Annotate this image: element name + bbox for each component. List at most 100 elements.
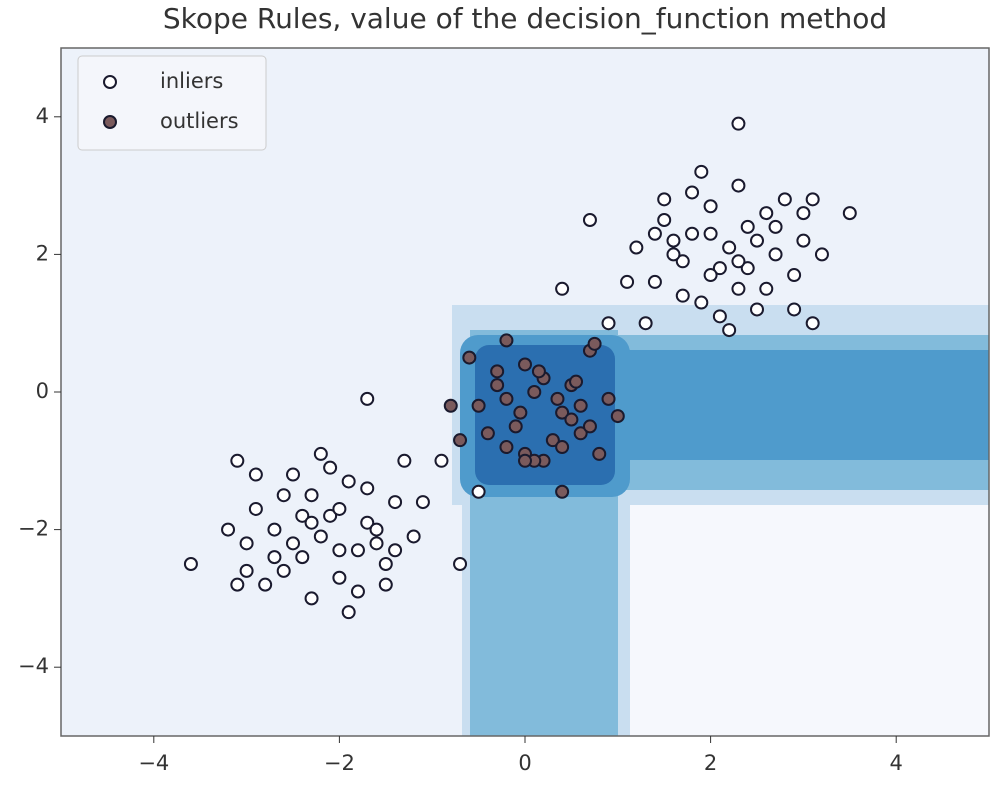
point — [545, 433, 560, 448]
point — [295, 550, 310, 565]
point — [313, 529, 328, 544]
point — [601, 316, 616, 331]
point — [332, 570, 347, 585]
point — [462, 350, 477, 365]
point — [248, 501, 263, 516]
point — [453, 557, 468, 571]
point — [360, 391, 375, 406]
point — [610, 409, 625, 424]
point — [703, 199, 718, 214]
point — [230, 453, 245, 468]
point — [731, 281, 746, 296]
point — [341, 474, 356, 489]
point — [564, 412, 579, 427]
point — [657, 213, 672, 227]
point — [722, 240, 737, 255]
point — [369, 536, 384, 551]
point — [573, 398, 588, 413]
point — [304, 591, 319, 606]
points — [183, 116, 857, 620]
point — [388, 543, 403, 558]
point — [341, 605, 356, 620]
point — [323, 508, 338, 523]
point — [805, 192, 820, 207]
point — [666, 233, 681, 248]
point — [555, 484, 570, 499]
x-tick-label: −2 — [324, 751, 355, 775]
point — [221, 522, 236, 537]
point — [587, 336, 602, 351]
point — [518, 357, 532, 372]
point — [369, 522, 384, 537]
point — [740, 219, 755, 234]
point — [332, 501, 347, 516]
legend-label: inliers — [160, 69, 223, 93]
point — [569, 374, 584, 389]
point — [787, 302, 802, 317]
point — [304, 515, 319, 530]
point — [378, 557, 393, 571]
point — [694, 164, 709, 179]
point — [527, 385, 542, 399]
point — [582, 213, 597, 227]
point — [842, 206, 857, 221]
point — [768, 247, 783, 262]
point — [740, 261, 755, 276]
region — [630, 500, 989, 736]
point — [750, 302, 764, 317]
point — [434, 453, 449, 468]
y-tick-label: 4 — [36, 104, 49, 128]
point — [759, 281, 774, 296]
point — [397, 453, 412, 468]
y-tick-label: −2 — [18, 517, 49, 541]
y-tick-label: 0 — [36, 379, 49, 403]
point — [750, 233, 764, 248]
point — [350, 543, 365, 558]
point — [647, 274, 662, 289]
point — [248, 467, 263, 482]
point — [276, 488, 291, 503]
point — [513, 405, 528, 420]
point — [406, 529, 421, 544]
point — [703, 268, 718, 283]
point — [499, 391, 514, 406]
point — [480, 426, 495, 441]
legend: inliers outliers — [77, 55, 267, 151]
point — [805, 316, 820, 331]
point — [332, 543, 347, 558]
point — [814, 247, 829, 262]
point — [712, 261, 727, 276]
point — [657, 192, 672, 207]
point — [531, 364, 546, 379]
region — [618, 350, 989, 460]
point — [183, 557, 198, 571]
point — [304, 488, 319, 503]
x-tick-label: −4 — [138, 751, 169, 775]
point — [685, 226, 700, 241]
point — [722, 323, 737, 338]
chart-title: Skope Rules, value of the decision_funct… — [163, 2, 887, 35]
point — [276, 563, 291, 578]
point — [647, 226, 662, 241]
point — [731, 178, 746, 193]
point — [499, 440, 514, 455]
point — [323, 460, 338, 475]
point — [582, 419, 597, 434]
legend-box — [77, 55, 267, 151]
point — [490, 364, 505, 379]
point — [629, 240, 644, 255]
point — [555, 405, 570, 420]
point — [759, 206, 774, 221]
x-tick-label: 2 — [704, 751, 717, 775]
point — [703, 226, 718, 241]
point — [239, 563, 254, 578]
point — [573, 426, 588, 441]
point — [360, 481, 375, 496]
point — [490, 378, 505, 393]
point — [592, 446, 607, 461]
x-tick-label: 0 — [518, 751, 531, 775]
point — [731, 254, 746, 269]
point — [508, 419, 523, 434]
point — [675, 288, 690, 303]
